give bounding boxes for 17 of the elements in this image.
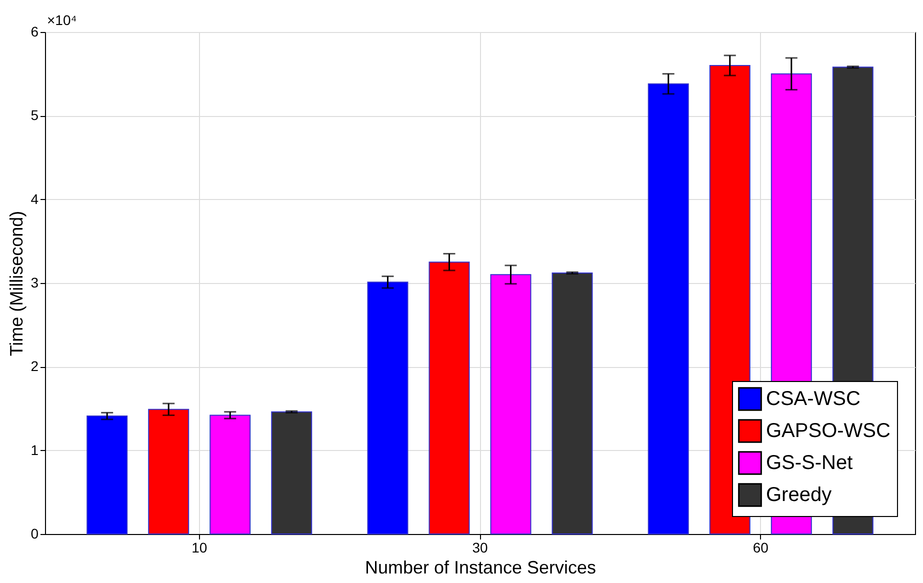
y-tick-label: 0: [30, 526, 39, 542]
x-tick-label: 60: [752, 540, 769, 556]
y-tick-label: 4: [30, 190, 39, 207]
y-tick-label: 6: [30, 24, 39, 40]
x-axis-title: Number of Instance Services: [364, 558, 596, 578]
y-tick-label: 5: [30, 107, 39, 124]
y-tick-label: 1: [30, 442, 39, 458]
y-tick-label: 3: [30, 274, 39, 290]
text: ×10⁴: [47, 12, 77, 28]
legend-label: GS-S-Net: [766, 452, 854, 474]
legend-label: Greedy: [766, 484, 832, 506]
y-axis-title: Time (Millisecond): [6, 210, 27, 356]
legend-label: CSA-WSC: [766, 388, 860, 410]
legend-label: GAPSO-WSC: [766, 420, 890, 442]
x-tick-label: 30: [472, 540, 488, 556]
x-tick-label: 10: [192, 540, 208, 556]
y-tick-label: 2: [30, 358, 39, 374]
